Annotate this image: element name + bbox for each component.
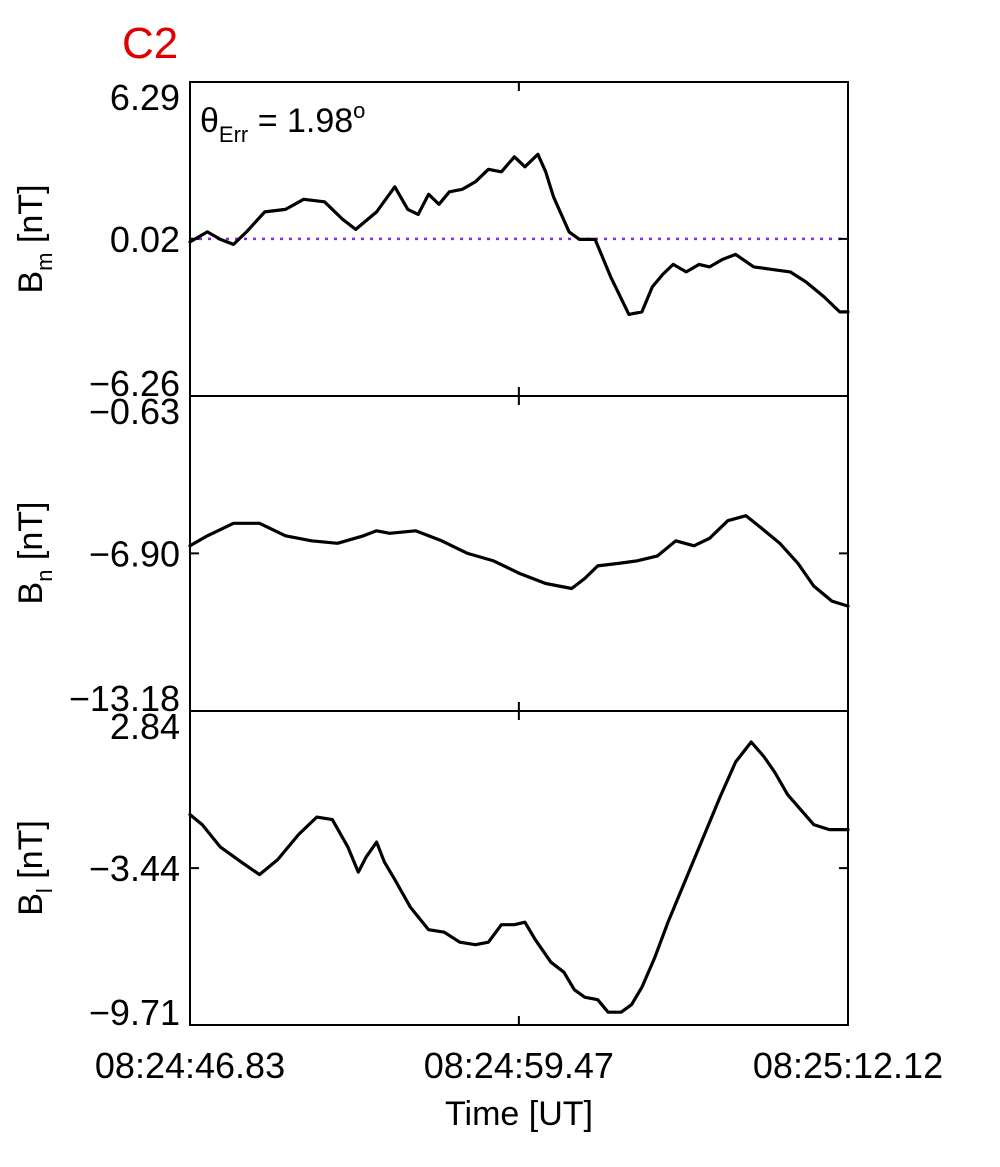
panel-bl-y-tick-label: −9.71: [89, 992, 180, 1033]
x-tick-label: 08:24:59.47: [424, 1045, 614, 1086]
panel-bn-y-label-base: B: [12, 582, 50, 605]
panel-bl-y-label-unit: [nT]: [12, 820, 50, 888]
panel-bm-y-tick-label: 6.29: [110, 77, 180, 118]
x-axis-label: Time [UT]: [445, 1095, 593, 1133]
panel-bn-y-tick-label: −13.18: [69, 678, 180, 719]
panel-bn-y-label: Bn [nT]: [12, 502, 57, 605]
panel-bn-y-label-unit: [nT]: [12, 502, 50, 570]
panel-bl-frame: [189, 710, 849, 1026]
x-tick-label: 08:24:46.83: [95, 1045, 285, 1086]
panel-bm-annotation-sup: o: [353, 98, 365, 123]
panel-bl-y-label: Bl [nT]: [12, 820, 57, 916]
panel-bn: −0.63 −6.90 −13.18 Bn [nT]: [12, 391, 850, 719]
panel-bl-y-tick-label: 2.84: [110, 706, 180, 747]
panel-bm-y-label-unit: [nT]: [12, 184, 50, 252]
panel-bl-y-tick-label: −3.44: [89, 848, 180, 889]
panel-bn-series-line: [188, 514, 850, 608]
panel-bn-y-ticks: −0.63 −6.90 −13.18: [69, 391, 848, 719]
panel-bm-annotation: θErr = 1.98o: [200, 98, 365, 147]
panel-bm-y-label: Bm [nT]: [12, 184, 57, 293]
panel-bn-y-tick-label: −6.90: [89, 533, 180, 574]
panel-bl-series-line: [188, 740, 850, 1014]
panel-bn-frame: [189, 395, 849, 712]
panel-bm: 6.29 0.02 −6.26 θErr = 1.98o Bm [nT]: [12, 77, 850, 404]
x-tick-labels: 08:24:46.83 08:24:59.47 08:25:12.12: [95, 1045, 943, 1086]
panel-bl: 2.84 −3.44 −9.71 Bl [nT]: [12, 706, 850, 1033]
panel-bn-x-ticks: [189, 396, 849, 711]
panel-bl-y-label-base: B: [12, 893, 50, 916]
panel-bl-x-ticks: [189, 711, 849, 1025]
panel-bm-annotation-sub: Err: [219, 122, 248, 147]
panel-bl-y-label-sub: l: [32, 888, 57, 893]
panel-bm-y-tick-label: −6.26: [89, 363, 180, 404]
panel-bm-annotation-base: θ: [200, 102, 219, 140]
panel-bn-y-tick-label: −0.63: [89, 391, 180, 432]
panel-bm-y-label-base: B: [12, 271, 50, 294]
chart-title: C2: [122, 19, 178, 68]
panel-bm-series-line: [188, 152, 850, 316]
panel-bm-y-tick-label: 0.02: [110, 219, 180, 260]
panel-bn-y-label-sub: n: [32, 570, 57, 582]
panel-bl-y-ticks: 2.84 −3.44 −9.71: [89, 706, 848, 1033]
panel-bm-y-label-sub: m: [32, 253, 57, 271]
panel-bm-x-ticks: [189, 82, 849, 396]
x-tick-label: 08:25:12.12: [753, 1045, 943, 1086]
panel-bm-annotation-eq: = 1.98: [248, 102, 353, 140]
